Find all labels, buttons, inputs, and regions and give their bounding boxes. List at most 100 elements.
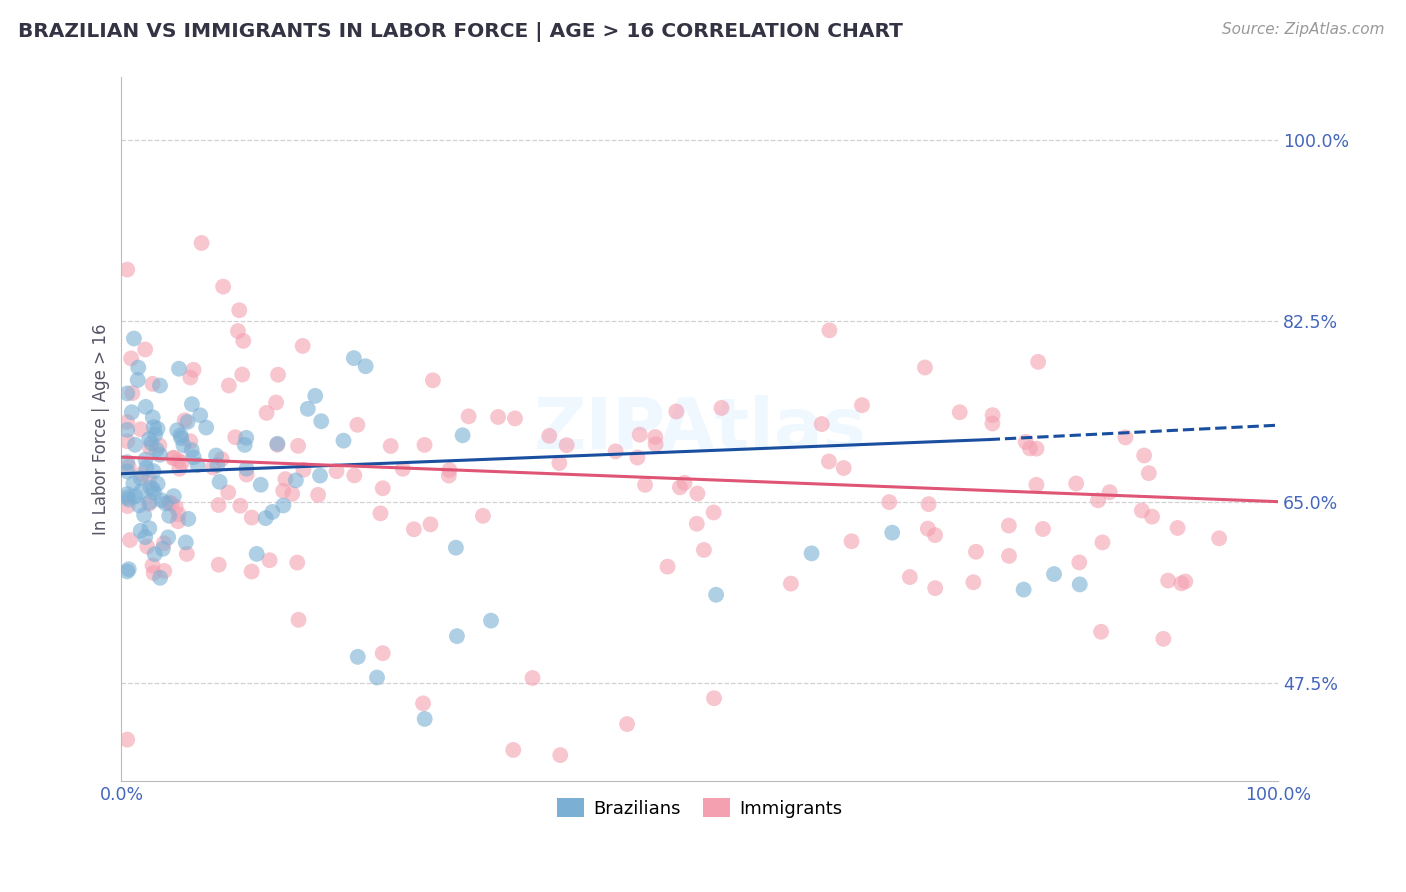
Point <box>188 409 211 423</box>
Point <box>851 398 873 412</box>
Point <box>1140 509 1163 524</box>
Point <box>285 556 308 570</box>
Point <box>402 522 425 536</box>
Point <box>124 489 146 503</box>
Point <box>657 559 679 574</box>
Point <box>1167 521 1189 535</box>
Point <box>146 476 169 491</box>
Point <box>167 508 190 522</box>
Point <box>142 410 165 425</box>
Point <box>259 553 281 567</box>
Point <box>810 417 832 431</box>
Point <box>179 434 201 449</box>
Point <box>444 541 467 555</box>
Point <box>1157 574 1180 588</box>
Point <box>122 476 145 491</box>
Point <box>157 530 180 544</box>
Point <box>176 547 198 561</box>
Point <box>998 518 1021 533</box>
Point <box>1019 442 1042 456</box>
Point <box>115 491 138 505</box>
Point <box>121 386 143 401</box>
Point <box>115 732 138 747</box>
Point <box>471 508 494 523</box>
Point <box>166 423 188 437</box>
Point <box>115 386 138 401</box>
Point <box>413 712 436 726</box>
Point <box>179 370 201 384</box>
Point <box>287 439 309 453</box>
Point <box>304 389 326 403</box>
Point <box>163 489 186 503</box>
Point <box>190 235 212 250</box>
Point <box>832 461 855 475</box>
Point <box>962 575 984 590</box>
Point <box>254 511 277 525</box>
Point <box>1026 355 1049 369</box>
Point <box>240 510 263 524</box>
Point <box>704 588 727 602</box>
Point <box>115 423 138 437</box>
Point <box>1012 582 1035 597</box>
Point <box>1032 522 1054 536</box>
Point <box>703 506 725 520</box>
Point <box>644 430 666 444</box>
Point <box>626 450 648 465</box>
Point <box>1015 434 1038 449</box>
Text: BRAZILIAN VS IMMIGRANTS IN LABOR FORCE | AGE > 16 CORRELATION CHART: BRAZILIAN VS IMMIGRANTS IN LABOR FORCE |… <box>18 22 903 42</box>
Point <box>115 455 138 469</box>
Point <box>1174 574 1197 589</box>
Point <box>120 351 142 366</box>
Point <box>1090 624 1112 639</box>
Point <box>246 547 269 561</box>
Point <box>548 748 571 763</box>
Point <box>1170 576 1192 591</box>
Point <box>121 405 143 419</box>
Point <box>284 473 307 487</box>
Point <box>380 439 402 453</box>
Point <box>134 530 156 544</box>
Point <box>686 516 709 531</box>
Point <box>134 343 156 357</box>
Point <box>274 472 297 486</box>
Point <box>800 546 823 560</box>
Point <box>266 438 288 452</box>
Point <box>1208 531 1230 545</box>
Point <box>139 495 162 509</box>
Point <box>412 697 434 711</box>
Point <box>129 524 152 538</box>
Point <box>555 438 578 452</box>
Point <box>673 475 696 490</box>
Point <box>686 486 709 500</box>
Point <box>644 437 666 451</box>
Point <box>153 564 176 578</box>
Point <box>139 480 162 494</box>
Point <box>127 360 149 375</box>
Point <box>231 368 253 382</box>
Point <box>1025 477 1047 491</box>
Point <box>148 438 170 452</box>
Point <box>780 576 803 591</box>
Point <box>1064 476 1087 491</box>
Point <box>149 448 172 462</box>
Point <box>122 331 145 345</box>
Point <box>1025 442 1047 456</box>
Point <box>143 486 166 500</box>
Point <box>129 484 152 499</box>
Point <box>262 505 284 519</box>
Point <box>169 461 191 475</box>
Point <box>177 512 200 526</box>
Point <box>224 430 246 444</box>
Point <box>150 493 173 508</box>
Point <box>437 468 460 483</box>
Point <box>176 415 198 429</box>
Point <box>502 743 524 757</box>
Point <box>924 581 946 595</box>
Point <box>439 463 461 477</box>
Point <box>207 458 229 472</box>
Point <box>419 517 441 532</box>
Point <box>183 450 205 465</box>
Point <box>325 464 347 478</box>
Point <box>226 324 249 338</box>
Point <box>1069 556 1091 570</box>
